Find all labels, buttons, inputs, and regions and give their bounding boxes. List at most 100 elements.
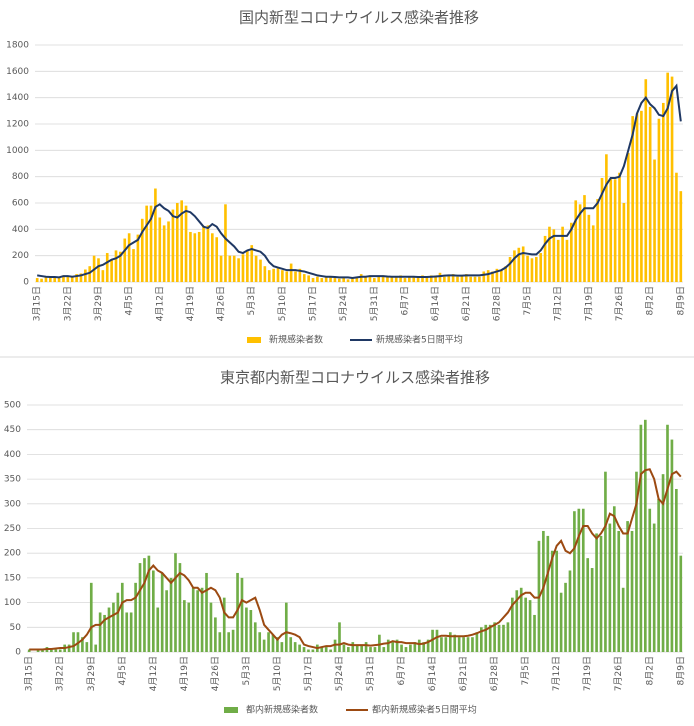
bar	[408, 276, 411, 282]
x-tick-label: 4月26日	[216, 286, 227, 321]
bar	[475, 632, 479, 652]
bar	[390, 276, 394, 282]
y-tick-label: 300	[4, 499, 21, 509]
bar	[591, 225, 595, 282]
bar	[670, 439, 674, 652]
x-tick-label: 5月3日	[246, 286, 257, 315]
bar	[555, 550, 559, 652]
x-tick-label: 5月10日	[272, 656, 283, 691]
y-tick-label: 400	[4, 450, 21, 460]
x-tick-label: 7月5日	[520, 656, 531, 685]
bar	[679, 191, 683, 282]
x-tick-label: 5月17日	[308, 286, 319, 321]
bar	[577, 508, 581, 652]
bar	[85, 642, 89, 652]
bar	[338, 622, 341, 652]
bar	[386, 276, 389, 282]
y-tick-label: 200	[12, 251, 29, 261]
bar	[79, 273, 83, 282]
bar	[94, 644, 98, 652]
bar	[132, 249, 135, 282]
x-tick-label: 5月24日	[334, 656, 345, 691]
bar	[565, 239, 569, 282]
bar	[231, 629, 235, 652]
bar	[478, 276, 481, 282]
x-tick-label: 6月28日	[489, 656, 500, 691]
x-tick-label: 4月5日	[124, 286, 135, 315]
bar	[178, 563, 182, 652]
bar	[214, 617, 217, 652]
bar	[391, 642, 395, 652]
bar	[578, 204, 582, 282]
bar	[661, 474, 665, 652]
bar	[440, 637, 443, 652]
bar	[491, 271, 494, 282]
bar	[355, 644, 359, 652]
legend-label: 都内新規感染者5日間平均	[372, 704, 477, 716]
y-tick-label: 350	[4, 475, 21, 485]
bar	[174, 553, 177, 652]
bar	[373, 278, 376, 282]
bar	[351, 642, 355, 652]
bar	[416, 276, 420, 282]
bar	[258, 632, 262, 652]
bar	[167, 221, 170, 282]
bar	[412, 276, 416, 282]
x-tick-label: 6月21日	[458, 656, 469, 691]
bar	[215, 237, 219, 282]
bar	[499, 270, 503, 282]
bar	[249, 610, 253, 652]
bar	[626, 521, 629, 652]
bar	[285, 271, 289, 282]
legend-label: 新規感染者数	[269, 334, 323, 346]
bar	[171, 209, 175, 282]
bar	[661, 102, 665, 282]
bar	[307, 649, 310, 652]
bar	[116, 592, 120, 652]
bar	[35, 278, 39, 282]
x-tick-label: 6月14日	[427, 656, 438, 691]
bar	[564, 582, 567, 652]
x-tick-label: 5月31日	[365, 656, 376, 691]
bar	[435, 629, 439, 652]
bar	[561, 226, 564, 282]
x-tick-label: 7月19日	[583, 286, 594, 321]
bar	[368, 275, 372, 282]
bar	[443, 276, 446, 282]
bar	[218, 632, 222, 652]
bar	[355, 276, 359, 282]
bar	[107, 607, 111, 652]
bar	[373, 647, 377, 652]
bar	[395, 639, 399, 652]
bar	[583, 195, 586, 282]
bar	[123, 238, 127, 282]
bar	[187, 602, 191, 652]
bar	[399, 275, 402, 282]
bar	[101, 270, 105, 282]
bar	[630, 530, 634, 652]
bar	[382, 647, 386, 652]
x-tick-label: 7月19日	[582, 656, 593, 691]
bar	[438, 272, 442, 282]
x-tick-label: 5月17日	[303, 656, 314, 691]
chart-title: 国内新型コロナウイルス感染者推移	[239, 9, 479, 27]
bar	[543, 235, 547, 282]
bar	[298, 644, 301, 652]
x-tick-label: 3月29日	[86, 656, 97, 691]
bar	[324, 647, 328, 652]
bar	[431, 629, 434, 652]
bar	[550, 550, 554, 652]
bar	[206, 225, 210, 282]
bar	[224, 204, 227, 282]
bar	[403, 278, 407, 282]
y-tick-label: 400	[12, 225, 29, 235]
bar	[519, 587, 523, 652]
bar	[40, 278, 43, 282]
x-tick-label: 6月7日	[396, 656, 407, 685]
y-tick-label: 0	[23, 278, 29, 288]
y-tick-label: 1600	[6, 67, 29, 77]
bar	[457, 637, 461, 652]
bar	[81, 637, 84, 652]
bar	[337, 278, 341, 282]
bar	[227, 632, 231, 652]
